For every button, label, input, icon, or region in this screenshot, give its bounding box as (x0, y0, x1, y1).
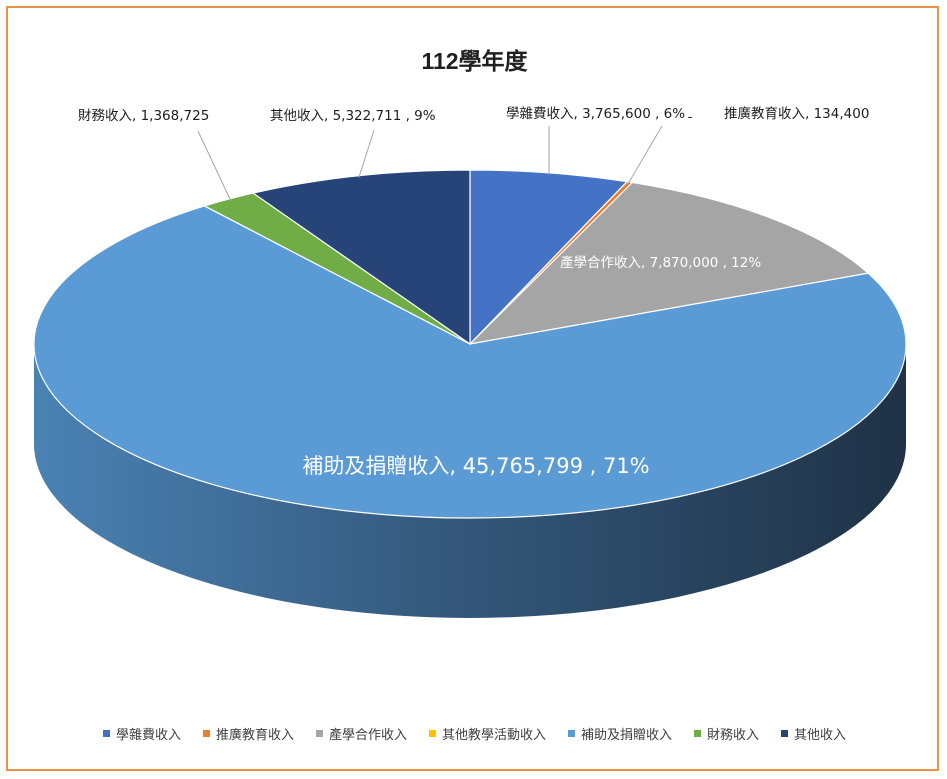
data-label-2: 產學合作收入, 7,870,000 , 12% (560, 254, 761, 271)
data-label-1: 推廣教育收入, 134,400 (724, 105, 869, 122)
legend-item-4: 補助及捐贈收入 (568, 724, 672, 743)
pie-chart: 學雜費收入, 3,765,600 , 6% 推廣教育收入, 134,400 產學合作… (33, 105, 907, 618)
legend-item-5: 財務收入 (694, 724, 759, 743)
legend-label: 產學合作收入 (328, 728, 407, 743)
legend-swatch (428, 730, 436, 737)
legend-swatch (315, 730, 323, 737)
data-label-6: 其他收入, 5,322,711 , 9% (270, 108, 436, 124)
chart-area: 112學年度 學雜費收入, 3,765,600 , 6% 推廣教育收入, 134,… (6, 6, 939, 771)
leader-line-6 (358, 129, 375, 178)
legend-item-2: 產學合作收入 (315, 724, 407, 743)
legend-label: 補助及捐贈收入 (581, 728, 673, 743)
legend-swatch (781, 730, 789, 737)
legend-label: 其他收入 (794, 728, 847, 743)
legend-label: 財務收入 (707, 728, 760, 743)
data-label-5: 財務收入, 1,368,725 (78, 108, 209, 124)
legend-label: 學雜費收入 (115, 728, 181, 743)
legend-swatch (568, 730, 575, 737)
pie-slice-2 (468, 181, 870, 345)
data-label-3: - (688, 109, 693, 125)
pie-side-wall (34, 344, 906, 618)
data-labels: 學雜費收入, 3,765,600 , 6% 推廣教育收入, 134,400 產學合作… (78, 105, 869, 478)
legend-swatch (694, 730, 702, 737)
leader-lines (197, 125, 663, 201)
pie-slice-4 (33, 205, 907, 519)
legend-label: 其他教學活動收入 (441, 728, 546, 743)
leader-line-5 (197, 130, 232, 201)
pie-slice-6 (251, 169, 471, 346)
pie-side-face (34, 344, 906, 618)
legend-label: 推廣教育收入 (215, 728, 294, 743)
pie-slice-0 (469, 169, 629, 346)
legend-swatch (102, 730, 110, 737)
data-label-4: 補助及捐贈收入, 45,765,799 , 71% (302, 454, 649, 478)
legend-swatch (202, 730, 210, 737)
legend-item-1: 推廣教育收入 (202, 724, 294, 743)
pie-slices (33, 169, 907, 519)
legend-item-3: 其他教學活動收入 (428, 724, 546, 743)
legend-item-0: 學雜費收入 (102, 724, 181, 743)
leader-line-1 (627, 125, 663, 184)
chart-title: 112學年度 (421, 48, 528, 74)
legend-item-6: 其他收入 (781, 724, 846, 743)
data-label-0: 學雜費收入, 3,765,600 , 6% (506, 106, 685, 122)
legend: 學雜費收入 推廣教育收入 產學合作收入 其他教學活動收入 補助及捐贈收入 財務收入 其他收入 (8, 724, 941, 743)
